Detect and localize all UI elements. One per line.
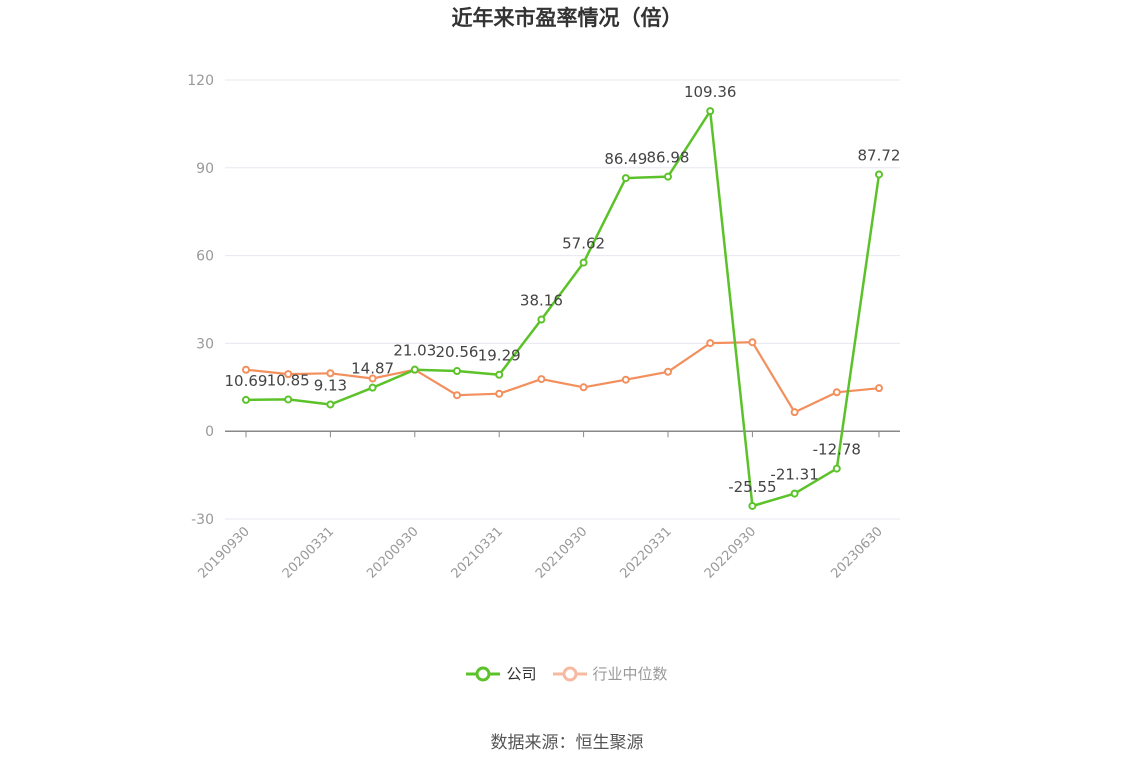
data-label: 10.85 — [267, 371, 310, 389]
data-point — [453, 391, 461, 400]
y-tick-label: 90 — [196, 161, 214, 177]
data-point — [410, 365, 419, 374]
data-point — [664, 172, 672, 181]
data-label: -12.78 — [813, 441, 861, 459]
data-point — [284, 370, 293, 379]
x-axis: 20190930 20200331 20200930 20210331 20210930… — [195, 430, 900, 582]
data-label: 86.98 — [647, 149, 690, 167]
data-point — [495, 370, 504, 379]
data-point — [664, 367, 672, 376]
data-point — [579, 258, 588, 267]
data-label: 10.69 — [225, 372, 268, 390]
data-label: -21.31 — [770, 466, 818, 484]
series-line — [245, 341, 880, 414]
data-point — [242, 395, 250, 404]
data-point — [621, 375, 630, 384]
y-axis-tick-labels: -30 0 30 60 90 120 — [187, 73, 214, 528]
grid-lines — [225, 79, 900, 520]
y-tick-label: 30 — [196, 336, 214, 352]
series-company — [242, 107, 883, 510]
y-tick-label: 0 — [205, 424, 214, 440]
data-point — [326, 369, 335, 378]
data-label: 21.03 — [393, 342, 436, 360]
x-tick-label: 20220331 — [617, 524, 674, 581]
x-tick-label: 20190930 — [195, 524, 252, 581]
data-point — [368, 383, 377, 392]
y-tick-label: 120 — [187, 73, 214, 89]
x-tick-label: 20220930 — [702, 524, 759, 581]
data-point — [284, 395, 293, 404]
data-label: 109.36 — [684, 83, 737, 101]
data-label: -25.55 — [728, 478, 776, 496]
data-label: 57.62 — [562, 235, 605, 253]
data-point — [326, 400, 335, 409]
legend-company-label: 公司 — [506, 665, 537, 683]
data-point — [790, 408, 799, 417]
data-point — [537, 375, 546, 384]
data-point — [748, 501, 757, 510]
data-point — [706, 339, 715, 348]
data-point — [790, 489, 799, 498]
data-label: 86.49 — [604, 150, 647, 168]
legend: 公司 行业中位数 — [0, 663, 1134, 684]
data-label: 20.56 — [436, 343, 479, 361]
series-industry — [242, 338, 883, 417]
data-source-note: 数据来源：恒生聚源 — [490, 733, 644, 753]
chart-title: 近年来市盈率情况（倍） — [451, 6, 683, 30]
data-point — [832, 464, 841, 473]
data-label: 87.72 — [858, 146, 901, 164]
data-point — [875, 384, 883, 393]
x-tick-label: 20200930 — [364, 524, 421, 581]
data-label: 38.16 — [520, 292, 563, 310]
y-tick-label: -30 — [191, 512, 214, 528]
data-point — [537, 315, 546, 324]
x-tick-label: 20210930 — [533, 524, 590, 581]
data-point — [579, 383, 588, 392]
data-point — [748, 338, 757, 347]
y-tick-label: 60 — [196, 249, 214, 265]
series-layer — [242, 107, 883, 510]
data-point — [495, 389, 504, 398]
legend-item-industry[interactable]: 行业中位数 — [552, 663, 668, 684]
legend-industry-label: 行业中位数 — [592, 665, 668, 683]
legend-item-company[interactable]: 公司 — [466, 663, 537, 684]
data-point — [706, 107, 715, 116]
data-point — [453, 367, 461, 376]
legend-industry-marker-icon — [552, 666, 587, 681]
data-point — [368, 374, 377, 383]
data-point — [875, 170, 883, 179]
x-tick-label: 20200331 — [280, 524, 337, 581]
data-point — [832, 388, 841, 397]
data-point — [242, 365, 250, 374]
data-label: 19.29 — [478, 347, 521, 365]
series-line — [245, 109, 881, 508]
x-tick-label: 20230630 — [828, 524, 885, 581]
data-label: 14.87 — [351, 360, 394, 378]
legend-company-marker-icon — [466, 666, 501, 681]
x-tick-label: 20210331 — [449, 524, 506, 581]
data-point — [621, 174, 630, 183]
data-label: 9.13 — [314, 376, 347, 394]
